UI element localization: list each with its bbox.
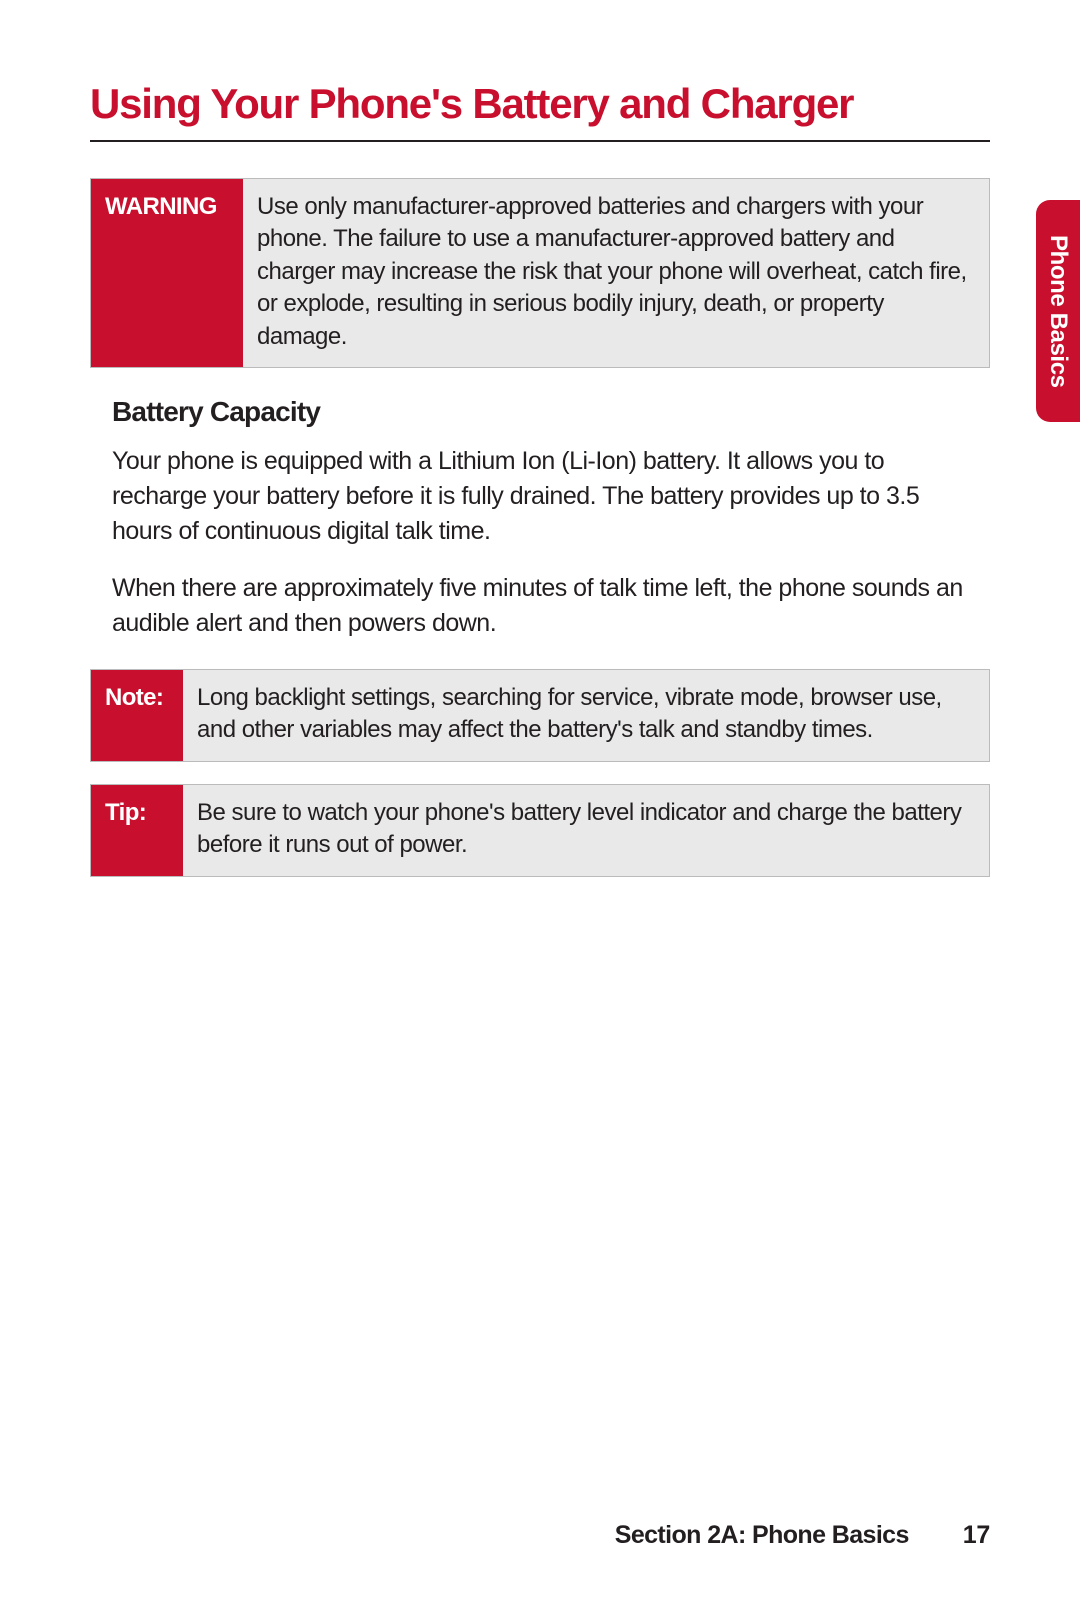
tip-label: Tip: — [91, 785, 183, 876]
note-label: Note: — [91, 670, 183, 761]
page-title: Using Your Phone's Battery and Charger — [90, 80, 990, 142]
footer-page-number: 17 — [963, 1521, 990, 1550]
tip-text: Be sure to watch your phone's battery le… — [183, 785, 989, 876]
warning-text: Use only manufacturer-approved batteries… — [243, 179, 989, 367]
note-text: Long backlight settings, searching for s… — [183, 670, 989, 761]
document-page: Using Your Phone's Battery and Charger W… — [0, 0, 1080, 877]
body-paragraph: Your phone is equipped with a Lithium Io… — [112, 444, 974, 549]
section-battery-capacity: Battery Capacity Your phone is equipped … — [90, 396, 990, 641]
page-footer: Section 2A: Phone Basics 17 — [615, 1521, 990, 1550]
footer-section-label: Section 2A: Phone Basics — [615, 1521, 909, 1550]
note-callout: Note: Long backlight settings, searching… — [90, 669, 990, 762]
tip-callout: Tip: Be sure to watch your phone's batte… — [90, 784, 990, 877]
body-paragraph: When there are approximately five minute… — [112, 571, 974, 641]
warning-callout: WARNING Use only manufacturer-approved b… — [90, 178, 990, 368]
callout-group: Note: Long backlight settings, searching… — [90, 669, 990, 877]
warning-label: WARNING — [91, 179, 243, 367]
side-tab-phone-basics: Phone Basics — [1036, 200, 1080, 422]
section-heading: Battery Capacity — [112, 396, 974, 428]
